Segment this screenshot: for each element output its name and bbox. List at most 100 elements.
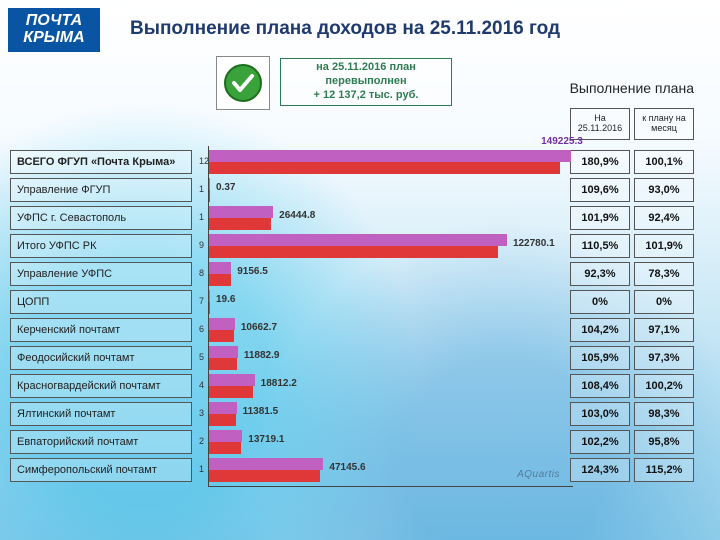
bar-group: 418812.2 [209,372,573,398]
category-row: Евпаторийский почтамт [10,430,192,454]
y-tick: 2 [199,436,204,446]
bar-a [209,234,507,246]
y-tick: 6 [199,324,204,334]
bar-b [209,218,271,230]
status-box: на 25.11.2016 план перевыполнен + 12 137… [280,58,452,106]
category-row: Керченский почтамт [10,318,192,342]
bar-a [209,402,237,414]
bar-a [209,346,238,358]
category-row: Ялтинский почтамт [10,402,192,426]
category-row: Симферопольский почтамт [10,458,192,482]
pct-cell: 100,1% [634,150,694,174]
page-title: Выполнение плана доходов на 25.11.2016 г… [130,18,560,40]
pct-row: 124,3%115,2% [570,458,694,482]
category-row: Итого УФПС РК [10,234,192,258]
pct-cell: 101,9% [634,234,694,258]
y-tick: 4 [199,380,204,390]
pct-row: 102,2%95,8% [570,430,694,454]
category-row: Феодосийский почтамт [10,346,192,370]
bar-b [209,302,210,314]
bar-group: 89156.5 [209,260,573,286]
bar-a [209,178,210,190]
bar-value-label: 11381.5 [243,406,279,417]
y-tick: 5 [199,352,204,362]
bar-b [209,386,253,398]
pct-cell: 110,5% [570,234,630,258]
category-row: ВСЕГО ФГУП «Почта Крыма» [10,150,192,174]
pct-cell: 93,0% [634,178,694,202]
bar-value-label: 19.6 [216,294,235,305]
pct-cell: 92,3% [570,262,630,286]
bar-group: 9122780.1 [209,232,573,258]
category-list: ВСЕГО ФГУП «Почта Крыма» Управление ФГУП У… [10,150,192,486]
pct-table: 180,9%100,1%109,6%93,0%101,9%92,4%110,5%… [570,150,694,482]
pct-cell: 109,6% [570,178,630,202]
y-tick: 7 [199,296,204,306]
category-row: Управление УФПС [10,262,192,286]
right-section-title: Выполнение плана [570,80,694,96]
chart-plot: 12149225.310.37126444.89122780.189156.57… [208,146,573,487]
logo-line1: ПОЧТА [26,13,82,30]
pct-row: 0%0% [570,290,694,314]
pct-row: 92,3%78,3% [570,262,694,286]
pct-row: 105,9%97,3% [570,346,694,370]
y-tick: 3 [199,408,204,418]
bar-value-label: 18812.2 [261,378,297,389]
y-tick: 1 [199,464,204,474]
pct-cell: 97,1% [634,318,694,342]
bar-b [209,470,320,482]
bar-value-label: 122780.1 [513,238,555,249]
bar-group: 511882.9 [209,344,573,370]
y-tick: 12 [199,156,209,166]
bar-b [209,330,234,342]
pct-cell: 98,3% [634,402,694,426]
y-tick: 9 [199,240,204,250]
bar-a [209,262,231,274]
bar-value-label: 0.37 [216,182,235,193]
logo-line2: КРЫМА [23,30,84,47]
bar-group: 126444.8 [209,204,573,230]
pct-cell: 0% [570,290,630,314]
bar-b [209,274,231,286]
bar-a [209,458,323,470]
category-row: Управление ФГУП [10,178,192,202]
y-tick: 8 [199,268,204,278]
status-check-icon [216,56,270,110]
bar-group: 610662.7 [209,316,573,342]
bar-value-label: 26444.8 [279,210,315,221]
bar-group: 10.37 [209,176,573,202]
bar-value-label: 149225.3 [541,136,583,147]
pct-cell: 105,9% [570,346,630,370]
bar-b [209,246,498,258]
bar-group: 12149225.3 [209,148,573,174]
pct-column-headers: На 25.11.2016 к плану на месяц [570,108,694,140]
pct-row: 108,4%100,2% [570,374,694,398]
bar-value-label: 9156.5 [237,266,268,277]
pct-cell: 104,2% [570,318,630,342]
pct-cell: 103,0% [570,402,630,426]
category-row: ЦОПП [10,290,192,314]
pct-row: 104,2%97,1% [570,318,694,342]
bar-group: 213719.1 [209,428,573,454]
pct-cell: 95,8% [634,430,694,454]
bar-group: 311381.5 [209,400,573,426]
bar-b [209,358,237,370]
pct-cell: 108,4% [570,374,630,398]
bar-group: 719.6 [209,288,573,314]
pct-cell: 97,3% [634,346,694,370]
bar-a [209,150,571,162]
y-tick: 1 [199,212,204,222]
bar-value-label: 11882.9 [244,350,280,361]
pct-cell: 100,2% [634,374,694,398]
bar-a [209,318,235,330]
pct-cell: 92,4% [634,206,694,230]
pct-cell: 0% [634,290,694,314]
watermark: AQuartis [517,469,560,480]
bar-chart: 12149225.310.37126444.89122780.189156.57… [196,146,572,486]
category-row: Красногвардейский почтамт [10,374,192,398]
pct-row: 109,6%93,0% [570,178,694,202]
bar-b [209,162,560,174]
pct-cell: 102,2% [570,430,630,454]
bar-value-label: 47145.6 [329,462,365,473]
pct-row: 110,5%101,9% [570,234,694,258]
